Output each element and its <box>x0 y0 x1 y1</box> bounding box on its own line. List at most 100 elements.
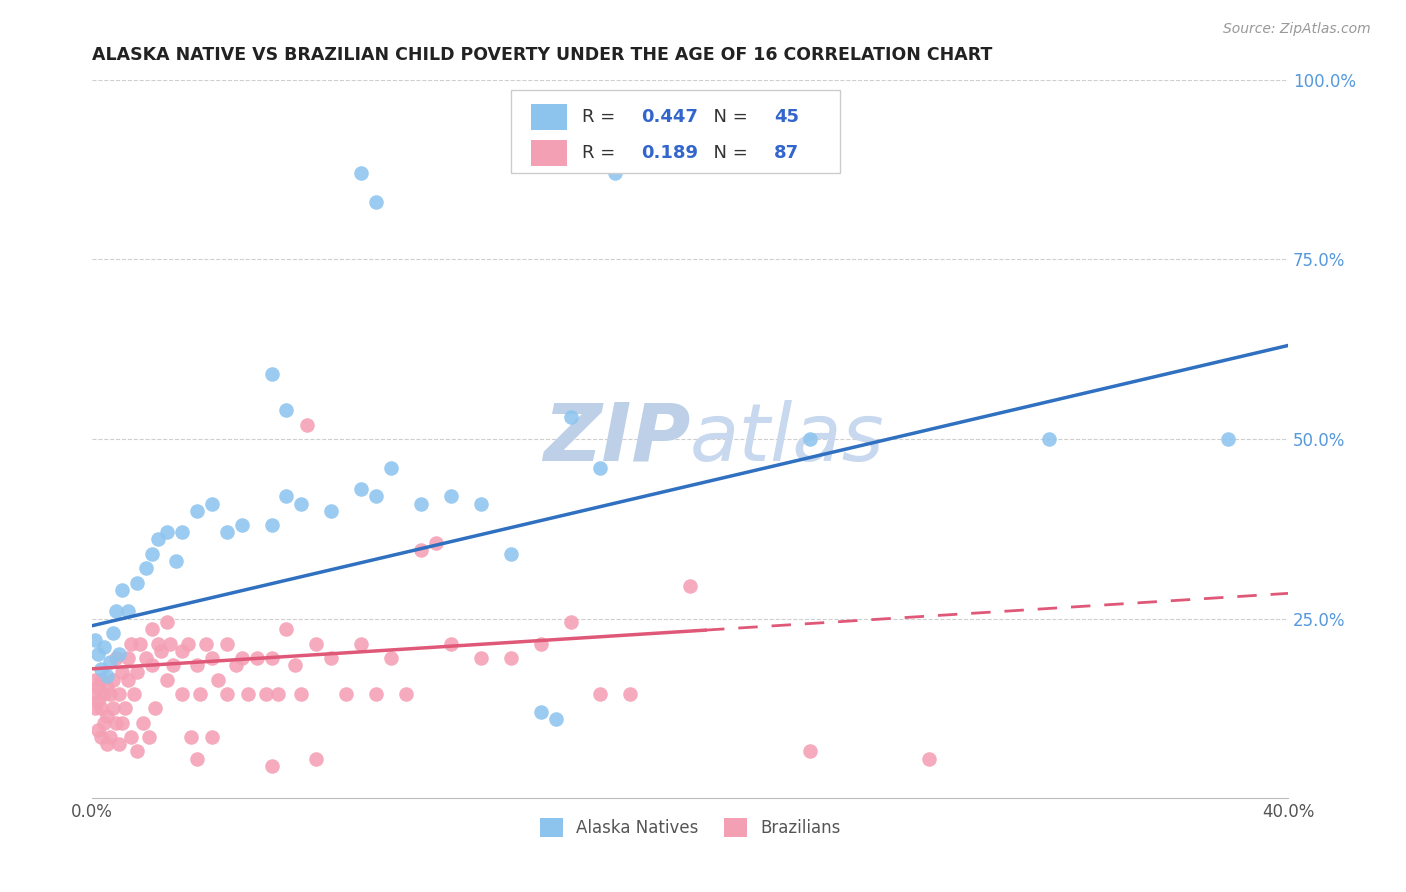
Point <box>470 497 492 511</box>
Point <box>225 658 247 673</box>
Text: 0.189: 0.189 <box>641 144 697 161</box>
Point <box>87 723 110 737</box>
Point <box>84 673 107 687</box>
Point <box>90 730 112 744</box>
Point <box>395 687 418 701</box>
Point <box>111 715 134 730</box>
Point <box>254 687 277 701</box>
Point <box>470 651 492 665</box>
Point <box>105 651 128 665</box>
Point <box>207 673 229 687</box>
Point <box>231 518 253 533</box>
Point <box>236 687 259 701</box>
Point <box>619 687 641 701</box>
Point <box>201 651 224 665</box>
Point <box>305 637 328 651</box>
Point <box>350 166 373 180</box>
Point <box>120 637 142 651</box>
Text: 45: 45 <box>773 108 799 126</box>
Point <box>156 673 179 687</box>
Point <box>105 715 128 730</box>
Point <box>215 637 238 651</box>
Text: ALASKA NATIVE VS BRAZILIAN CHILD POVERTY UNDER THE AGE OF 16 CORRELATION CHART: ALASKA NATIVE VS BRAZILIAN CHILD POVERTY… <box>93 46 993 64</box>
Point <box>321 504 343 518</box>
Point <box>165 554 187 568</box>
Point <box>260 368 283 382</box>
Point <box>170 687 193 701</box>
Point <box>366 194 388 209</box>
Point <box>350 637 373 651</box>
Bar <box>531 140 567 166</box>
Point <box>156 525 179 540</box>
Point <box>117 651 139 665</box>
Point <box>605 166 627 180</box>
Point <box>156 615 179 629</box>
Point <box>366 687 388 701</box>
Text: R =: R = <box>582 108 621 126</box>
Point <box>117 673 139 687</box>
Point <box>366 489 388 503</box>
Point <box>87 680 110 694</box>
Point <box>529 637 551 651</box>
Point <box>290 497 312 511</box>
Point <box>135 651 157 665</box>
Point <box>96 708 118 723</box>
Point <box>101 626 124 640</box>
Point <box>276 403 298 417</box>
Point <box>90 662 112 676</box>
Point <box>918 751 941 765</box>
Point <box>84 687 107 701</box>
Point <box>799 432 821 446</box>
Point <box>499 651 522 665</box>
Point <box>125 744 148 758</box>
Point <box>560 615 582 629</box>
Point <box>186 751 208 765</box>
Point <box>114 701 136 715</box>
Point <box>440 637 463 651</box>
Point <box>321 651 343 665</box>
Point <box>380 651 402 665</box>
Point <box>170 525 193 540</box>
Point <box>305 751 328 765</box>
Text: 0.447: 0.447 <box>641 108 697 126</box>
Point <box>380 460 402 475</box>
Point <box>162 658 184 673</box>
Point <box>108 648 131 662</box>
Text: Source: ZipAtlas.com: Source: ZipAtlas.com <box>1223 22 1371 37</box>
Point <box>589 460 612 475</box>
Point <box>101 673 124 687</box>
Point <box>290 687 312 701</box>
Point <box>87 648 110 662</box>
Point <box>350 482 373 496</box>
Point <box>186 504 208 518</box>
Point <box>679 579 702 593</box>
Point <box>170 644 193 658</box>
Point <box>260 759 283 773</box>
Point <box>125 665 148 680</box>
Point <box>90 701 112 715</box>
Point <box>201 497 224 511</box>
Point <box>84 701 107 715</box>
Point <box>96 737 118 751</box>
Point <box>499 547 522 561</box>
Point <box>101 701 124 715</box>
FancyBboxPatch shape <box>510 90 839 173</box>
Text: R =: R = <box>582 144 621 161</box>
Text: 87: 87 <box>773 144 799 161</box>
Point <box>122 687 145 701</box>
Point <box>260 518 283 533</box>
Point <box>194 637 217 651</box>
Point <box>141 547 163 561</box>
Point <box>215 687 238 701</box>
Point <box>117 604 139 618</box>
Point <box>87 694 110 708</box>
Point <box>149 644 172 658</box>
Point <box>129 637 152 651</box>
Point <box>111 665 134 680</box>
Point <box>105 604 128 618</box>
Point <box>141 658 163 673</box>
Point <box>276 622 298 636</box>
Point <box>90 673 112 687</box>
Point <box>297 417 319 432</box>
Point <box>180 730 202 744</box>
